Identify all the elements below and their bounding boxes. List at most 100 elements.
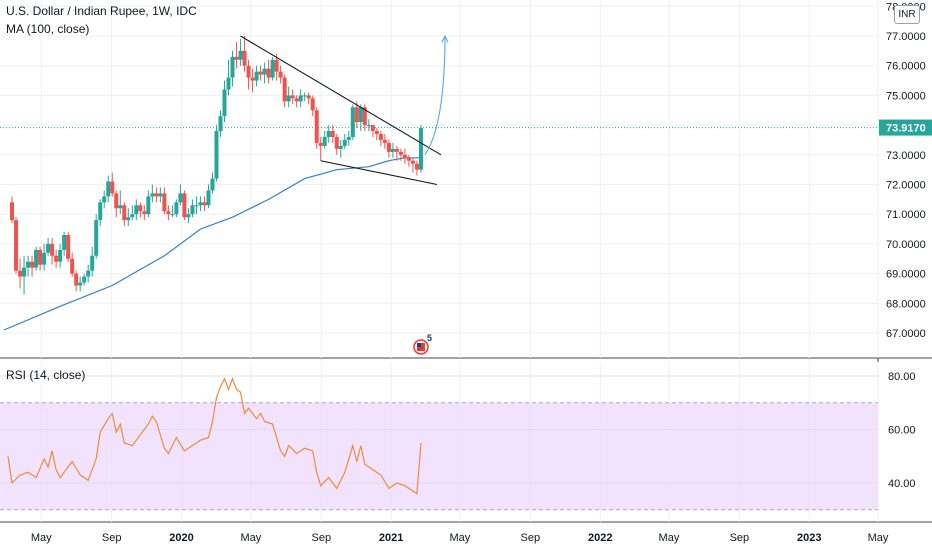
time-axis[interactable]: May Sep 2020 May Sep 2021 May Sep 2022 May Sep 2023… [31,532,889,544]
candle-body [330,131,335,137]
candle-body [58,249,63,262]
event-marker[interactable]: 5 [413,333,432,355]
candle-body [290,95,295,99]
time-tick-label: May [868,532,889,544]
candle [190,199,195,218]
candle-body [10,202,15,221]
candle [78,276,83,292]
time-tick-label: Sep [521,532,541,544]
candle [30,255,35,277]
candle [22,255,27,295]
price-tick-label: 77.0000 [886,31,926,43]
candle-body [166,211,171,215]
candle-body [378,134,383,140]
candle [54,249,59,268]
candle-body [238,50,243,60]
candle [94,214,99,259]
candle [398,148,403,161]
candle [74,270,79,292]
time-tick-label: May [240,532,261,544]
rsi-line [7,376,422,495]
candle [294,95,299,108]
candle [66,232,71,262]
candle-body [150,193,155,197]
candle [102,190,107,209]
candle [330,125,335,143]
candle [262,62,267,84]
candle [362,104,367,132]
candle-body [274,59,279,72]
candle-body [390,148,395,152]
candle-body [366,125,371,127]
candle [230,50,235,87]
price-tick-label: 68.0000 [886,298,926,310]
candle [18,258,23,289]
currency-badge[interactable]: INR [894,5,920,24]
candle-body [190,205,195,215]
candle-body [174,202,179,215]
candle [134,199,139,221]
candle [246,59,251,90]
time-tick-label: 2021 [379,532,403,544]
candle [82,273,87,286]
candle-body [338,145,343,149]
candle-body [246,65,251,78]
candle [394,145,399,161]
candle [202,196,207,212]
candle-body [362,107,367,126]
price-tick-label: 69.0000 [886,269,926,281]
candle [174,199,179,218]
candle-body [170,214,175,216]
candle [170,205,175,218]
candle-body [186,214,191,218]
candle-body [322,136,327,146]
candle [374,128,379,140]
candle [390,142,395,158]
lower-trendline [320,160,438,186]
symbol-title[interactable]: U.S. Dollar / Indian Rupee, 1W, IDC [6,4,197,18]
candle-body [102,196,107,203]
rsi-band-fill [0,402,878,510]
candle-body [118,205,123,209]
candle [126,208,131,227]
candle-body [342,139,347,146]
candle-body [110,181,115,194]
candle [138,202,143,218]
candle-body [254,71,259,81]
price-axis[interactable]: 67.0000 68.0000 69.0000 70.0000 71.0000 72.00… [879,1,932,490]
time-tick-label: Sep [312,532,332,544]
candle-body [294,98,299,102]
candle [406,154,411,167]
candle-body [38,249,43,265]
candle [34,246,39,271]
candle [50,237,55,265]
ma-legend[interactable]: MA (100, close) [6,22,90,36]
candle-body [318,142,323,146]
moving-average-line [3,157,421,331]
candle [254,65,259,87]
candle-body [266,68,271,78]
candle-body [414,163,419,170]
candle-body [194,205,199,207]
rsi-legend[interactable]: RSI (14, close) [6,368,86,382]
price-tick-label: 76.0000 [886,61,926,73]
rsi-tick-label: 60.00 [888,425,916,437]
candle-body [410,160,415,164]
candle [110,172,115,197]
candle-body [130,214,135,218]
candle-body [54,255,59,262]
candle [350,104,355,140]
candle [386,139,391,158]
candle [98,199,103,227]
candle [178,184,183,206]
candle-body [314,110,319,143]
candle [42,243,47,271]
candle-body [18,270,23,277]
time-tick-label: Sep [730,532,750,544]
candle [218,110,223,137]
candle-body [386,142,391,152]
candlestick-series [10,36,423,295]
time-tick-label: 2022 [588,532,612,544]
trendline-annotations [0,34,878,186]
candle-body [26,261,31,268]
